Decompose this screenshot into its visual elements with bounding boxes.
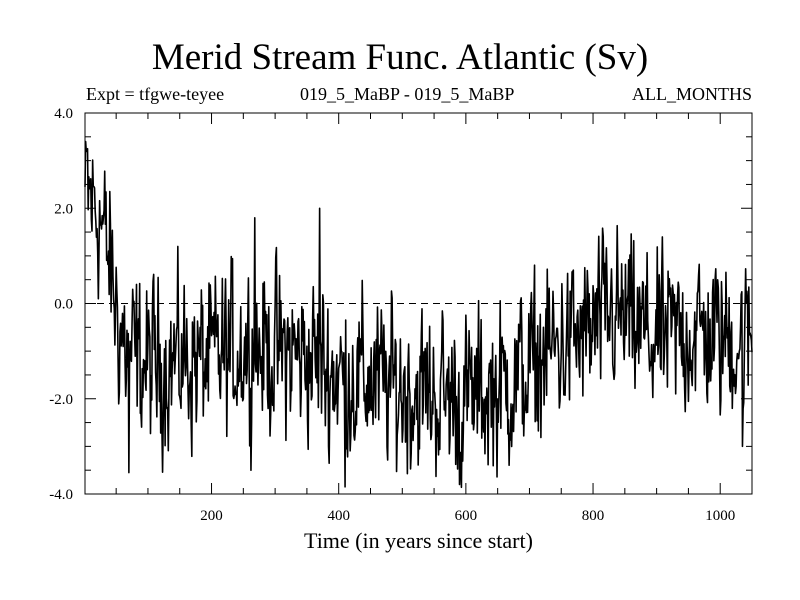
experiment-label: Expt = tfgwe-teyee: [86, 84, 225, 104]
stream-function-series: [84, 140, 753, 489]
y-tick-label: -4.0: [49, 487, 73, 503]
y-tick-label: 4.0: [54, 106, 73, 122]
y-tick-label: 0.0: [54, 297, 73, 313]
x-tick-label: 800: [582, 508, 605, 524]
period-label: 019_5_MaBP - 019_5_MaBP: [300, 84, 515, 104]
y-tick-label: -2.0: [49, 392, 73, 408]
x-tick-label: 600: [455, 508, 478, 524]
chart-title: Merid Stream Func. Atlantic (Sv): [151, 37, 649, 78]
x-axis-title: Time (in years since start): [304, 528, 533, 553]
x-tick-label: 400: [327, 508, 350, 524]
x-tick-label: 1000: [705, 508, 735, 524]
y-tick-label: 2.0: [54, 201, 73, 217]
x-tick-label: 200: [200, 508, 223, 524]
months-label: ALL_MONTHS: [632, 84, 752, 104]
